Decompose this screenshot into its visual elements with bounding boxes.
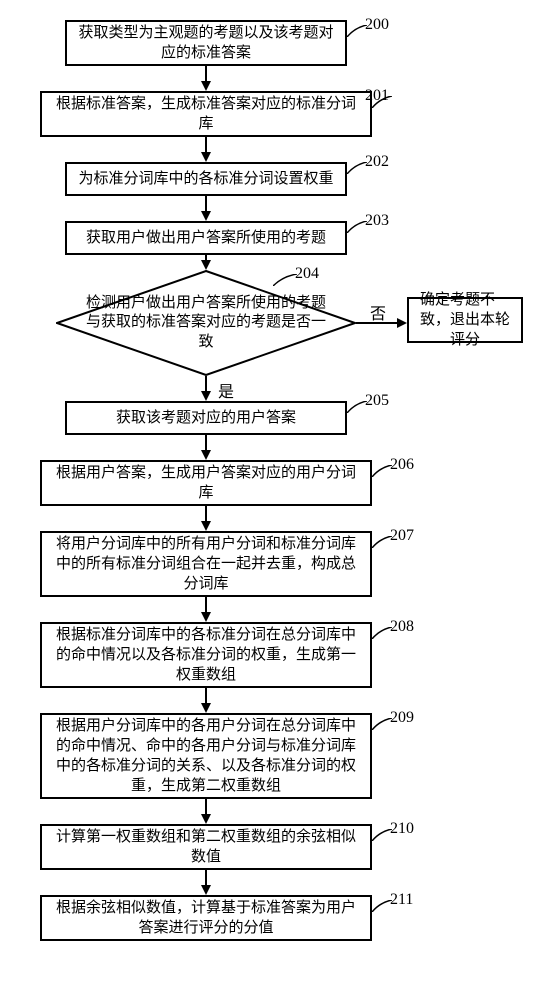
- step-number: 202: [365, 153, 389, 171]
- step-number: 211: [390, 891, 413, 909]
- edge-n208-n209: [200, 688, 212, 713]
- edge-n203-n204: [200, 255, 212, 270]
- edge-label: 否: [370, 300, 386, 324]
- process-n211: 根据余弦相似数值，计算基于标准答案为用户答案进行评分的分值: [40, 895, 372, 941]
- step-number: 210: [390, 820, 414, 838]
- step-number: 203: [365, 212, 389, 230]
- process-n209: 根据用户分词库中的各用户分词在总分词库中的命中情况、命中的各用户分词与标准分词库…: [40, 713, 372, 799]
- step-number: 207: [390, 527, 414, 545]
- connector-curve: [347, 400, 367, 412]
- process-n207: 将用户分词库中的所有用户分词和标准分词库中的所有标准分词组合在一起并去重，构成总…: [40, 531, 372, 597]
- process-n201: 根据标准答案，生成标准答案对应的标准分词库: [40, 91, 372, 137]
- process-n208: 根据标准分词库中的各标准分词在总分词库中的命中情况以及各标准分词的权重，生成第一…: [40, 622, 372, 688]
- step-number: 208: [390, 618, 414, 636]
- process-n206: 根据用户答案，生成用户答案对应的用户分词库: [40, 460, 372, 506]
- connector-curve: [372, 717, 392, 729]
- process-n210: 计算第一权重数组和第二权重数组的余弦相似数值: [40, 824, 372, 870]
- edge-n204-n205: [200, 376, 212, 401]
- edge-n209-n210: [200, 799, 212, 824]
- edge-n207-n208: [200, 597, 212, 622]
- flowchart-container: 获取类型为主观题的考题以及该考题对应的标准答案根据标准答案，生成标准答案对应的标…: [10, 10, 523, 961]
- step-number: 209: [390, 709, 414, 727]
- decision-text: 检测用户做出用户答案所使用的考题与获取的标准答案对应的考题是否一致: [56, 270, 356, 376]
- step-number: 205: [365, 392, 389, 410]
- process-n200: 获取类型为主观题的考题以及该考题对应的标准答案: [65, 20, 347, 66]
- edge-n202-n203: [200, 196, 212, 221]
- connector-curve: [372, 828, 392, 840]
- process-n202: 为标准分词库中的各标准分词设置权重: [65, 162, 347, 196]
- connector-curve: [372, 464, 392, 476]
- edge-label: 是: [218, 378, 234, 402]
- edge-n210-n211: [200, 870, 212, 895]
- connector-curve: [347, 24, 367, 36]
- process-n203: 获取用户做出用户答案所使用的考题: [65, 221, 347, 255]
- edge-n200-n201: [200, 66, 212, 91]
- process-n205: 获取该考题对应的用户答案: [65, 401, 347, 435]
- connector-curve: [347, 161, 367, 173]
- edge-n206-n207: [200, 506, 212, 531]
- step-number: 200: [365, 16, 389, 34]
- step-number: 206: [390, 456, 414, 474]
- step-number: 204: [295, 265, 319, 283]
- edge-n201-n202: [200, 137, 212, 162]
- decision-n204: 检测用户做出用户答案所使用的考题与获取的标准答案对应的考题是否一致: [56, 270, 356, 376]
- step-number: 201: [365, 87, 389, 105]
- edge-n205-n206: [200, 435, 212, 460]
- connector-curve: [372, 899, 392, 911]
- connector-curve: [372, 626, 392, 638]
- connector-curve: [347, 220, 367, 232]
- connector-curve: [273, 273, 297, 285]
- process-nE: 确定考题不一致，退出本轮评分: [407, 297, 523, 343]
- connector-curve: [372, 535, 392, 547]
